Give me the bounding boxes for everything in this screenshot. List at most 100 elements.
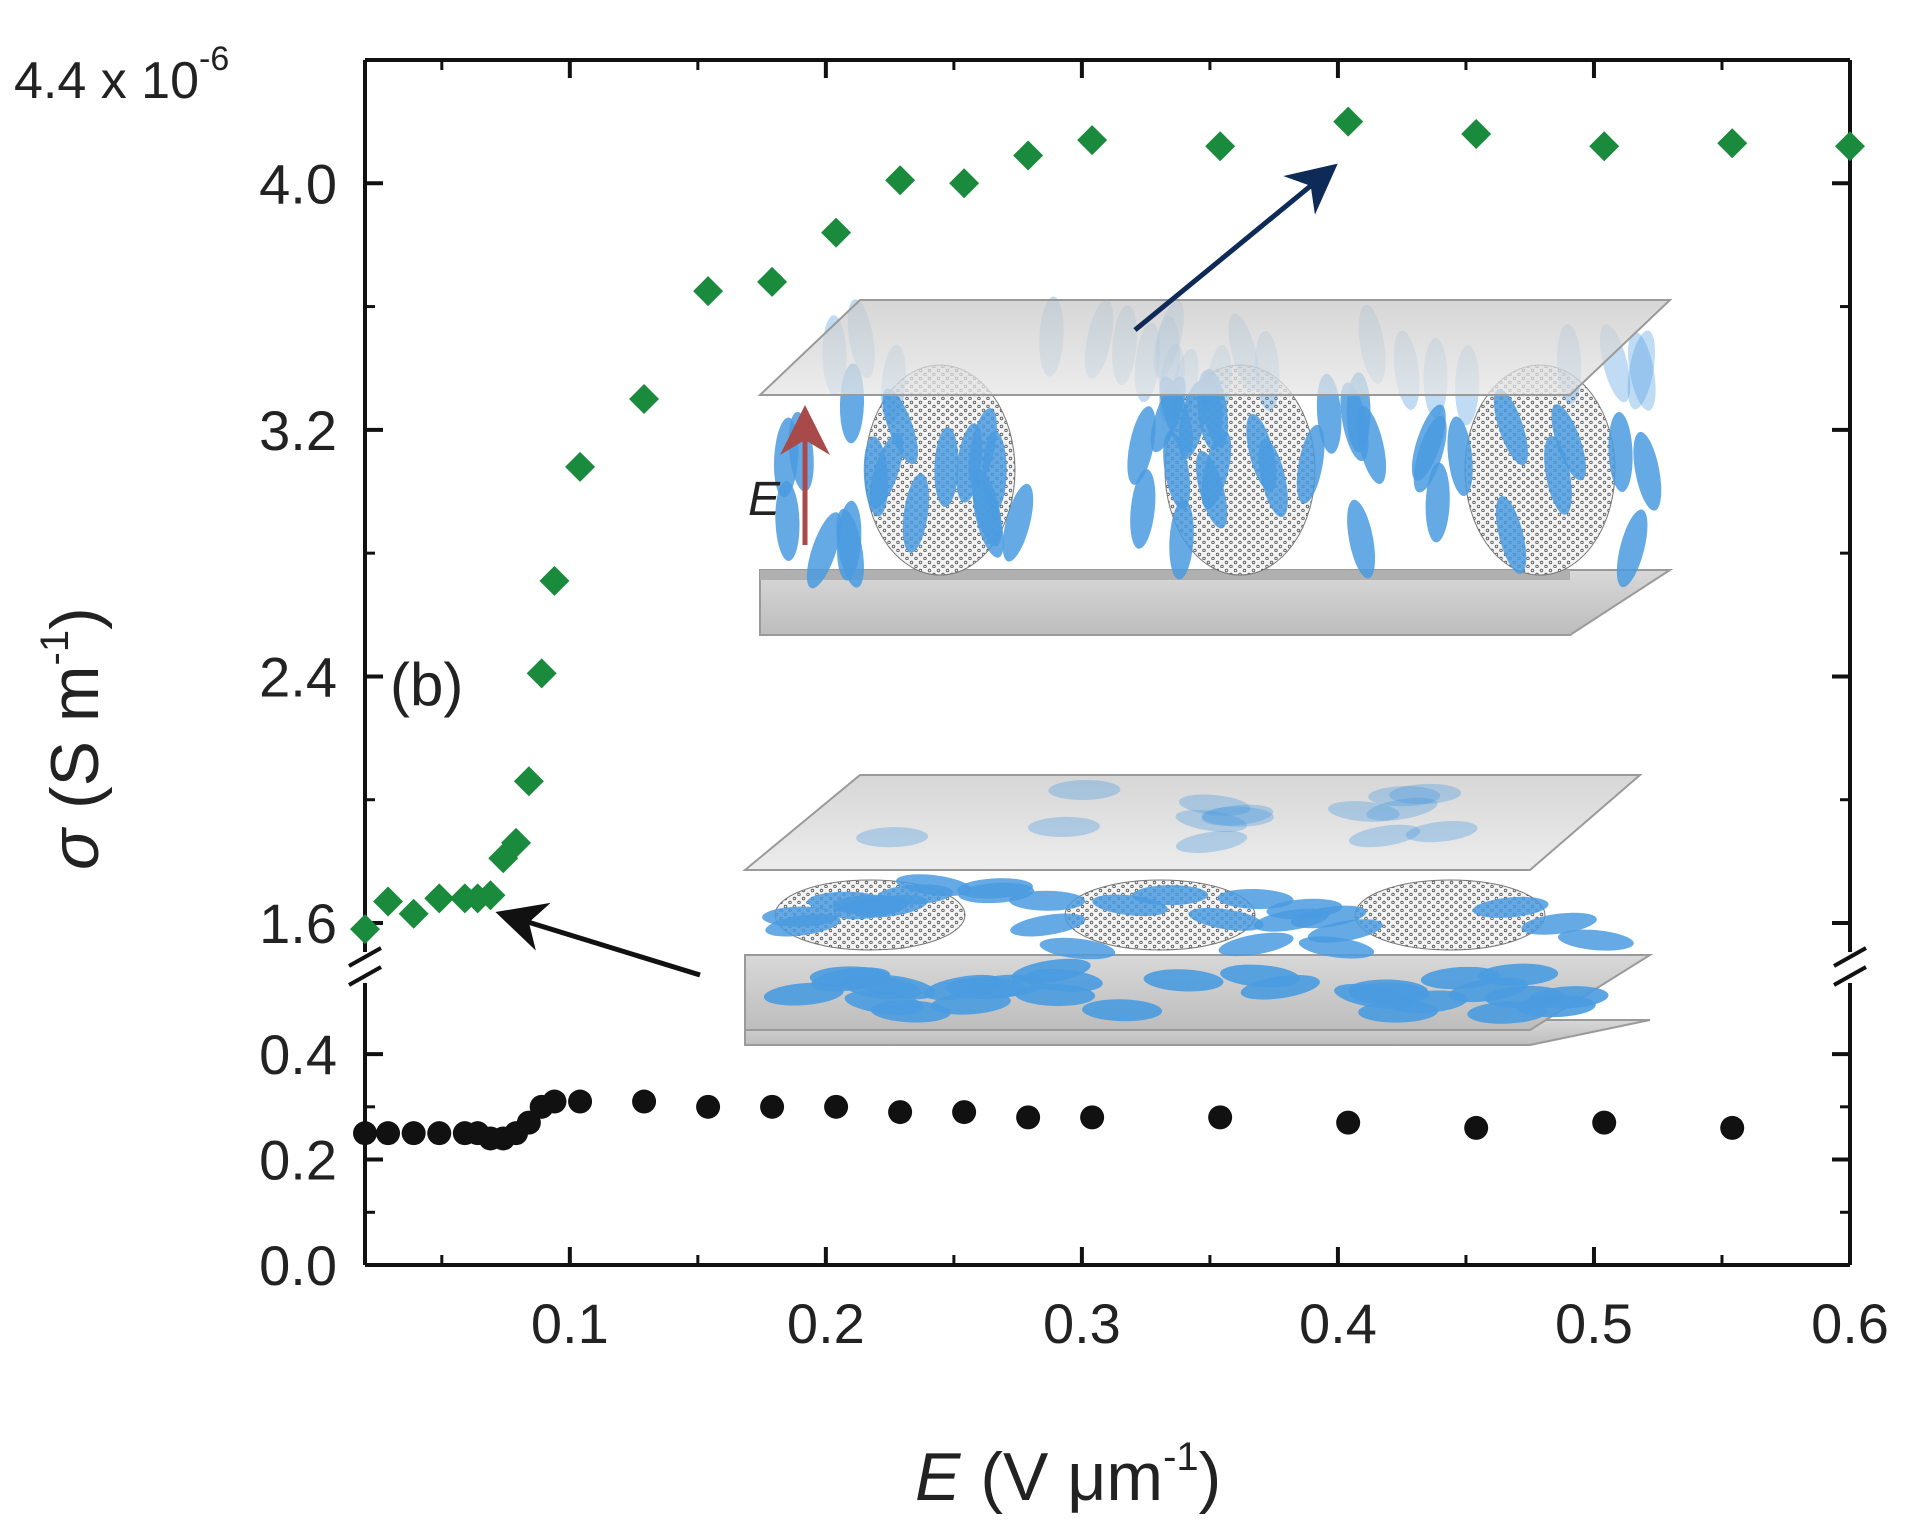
x-tick-label: 0.1 [531, 1292, 609, 1355]
data-point-diamond [424, 883, 455, 914]
lc-molecule [775, 481, 800, 561]
lc-molecule [1127, 406, 1156, 485]
lc-molecule [1201, 431, 1232, 510]
axis-break-mark [348, 965, 382, 987]
panel-label: (b) [390, 651, 463, 718]
axis-break-mark [348, 946, 382, 968]
y-axis-title: σ(S m-1) [33, 607, 113, 870]
lc-molecule [934, 427, 959, 508]
y-tick-label-upper: 1.6 [259, 892, 337, 955]
lc-molecule [1201, 806, 1274, 827]
data-point-diamond [526, 658, 557, 689]
lc-molecule [863, 436, 889, 517]
electrode-top-plate [742, 774, 1643, 871]
data-point-circle [353, 1121, 377, 1146]
lc-molecule [1368, 786, 1441, 807]
x-axis-title: E (V μm-1) [915, 1435, 1221, 1515]
x-tick-label: 0.5 [1555, 1292, 1633, 1355]
x-tick-label: 0.4 [1299, 1292, 1377, 1355]
data-point-diamond [885, 165, 916, 196]
lc-molecule [1448, 977, 1529, 1003]
data-point-circle [376, 1121, 401, 1146]
y-tick-label-upper: 2.4 [259, 645, 337, 708]
lc-molecule [958, 882, 1035, 904]
data-point-diamond [373, 886, 404, 917]
lc-molecule [1218, 932, 1294, 957]
lc-molecule [1010, 913, 1086, 937]
y-tick-label-lower: 0.0 [259, 1234, 337, 1297]
lc-molecule [972, 480, 1004, 558]
axis-tick-labels: 0.1 0.2 0.3 0.4 0.5 0.6 1.6 2.4 3.2 4.0 0.0 0.2 0.4 [259, 152, 1889, 1355]
x-tick-label: 0.2 [787, 1292, 865, 1355]
data-point-diamond [1461, 118, 1492, 149]
lc-molecule [1217, 888, 1294, 910]
data-point-circle [1208, 1105, 1233, 1130]
data-point-circle [1464, 1115, 1489, 1140]
data-point-circle [760, 1094, 785, 1119]
axis-break-mark [1833, 965, 1867, 987]
lc-molecule [852, 895, 928, 918]
data-point-diamond [629, 384, 660, 415]
lc-molecule [1493, 388, 1528, 466]
lc-molecule [1633, 431, 1662, 511]
lc-molecule [1266, 898, 1343, 920]
y-tick-label-lower: 0.2 [259, 1129, 337, 1192]
lc-molecule [1092, 894, 1168, 917]
lc-molecule [1143, 969, 1224, 992]
data-point-circle [888, 1100, 913, 1125]
lc-molecule [1039, 937, 1116, 960]
data-point-circle [952, 1100, 977, 1125]
data-point-diamond [1717, 128, 1748, 159]
lc-molecule [1608, 412, 1633, 492]
lc-molecule [1002, 483, 1034, 562]
data-point-circle [568, 1089, 593, 1114]
lc-molecule [806, 512, 842, 589]
axis-break-mark [1833, 946, 1867, 968]
lc-molecule [1495, 496, 1527, 574]
lc-molecule [882, 388, 918, 465]
y-tick-label-lower: 0.4 [259, 1023, 337, 1086]
svg-text:σ(S m-1): σ(S m-1) [33, 607, 113, 870]
data-point-circle [401, 1121, 426, 1146]
lc-molecule [1130, 469, 1156, 549]
lc-molecule [902, 473, 930, 553]
lc-molecule [1082, 999, 1163, 1022]
data-point-diamond [539, 565, 570, 596]
lc-molecule [1349, 982, 1430, 1005]
data-point-diamond [821, 217, 852, 248]
lc-molecule [1027, 816, 1100, 837]
data-point-diamond [1013, 140, 1044, 171]
lc-molecule [1347, 499, 1376, 579]
field-label: E [748, 473, 781, 526]
y-tick-label-upper: 3.2 [259, 399, 337, 462]
lc-molecule [1296, 424, 1325, 504]
lc-molecule [1551, 404, 1586, 481]
lc-molecule [765, 914, 841, 937]
lc-molecule [1528, 986, 1609, 1009]
data-point-diamond [1205, 131, 1236, 162]
data-point-diamond [501, 827, 532, 858]
data-point-diamond [475, 880, 506, 911]
lc-molecule [1413, 415, 1447, 493]
data-point-diamond [1835, 131, 1865, 162]
lc-molecule [1307, 919, 1383, 943]
data-point-circle [824, 1094, 849, 1119]
data-point-circle [1720, 1115, 1745, 1140]
lc-molecule [1048, 779, 1121, 801]
series-black-circles [353, 1089, 1745, 1151]
y-multiplier: 4.4 x 10-6 [14, 40, 229, 110]
lc-molecule [836, 508, 864, 588]
x-tick-label: 0.6 [1811, 1292, 1889, 1355]
lc-molecule [1557, 929, 1634, 951]
lc-molecule [1627, 331, 1656, 411]
data-point-diamond [1077, 125, 1108, 156]
arrow-to-high-state [1133, 163, 1338, 332]
series-green-diamonds [350, 106, 1865, 945]
lc-molecule [856, 827, 929, 848]
lc-molecule [1358, 1000, 1439, 1023]
data-point-circle [696, 1094, 721, 1119]
lc-molecule [1175, 809, 1247, 833]
data-point-circle [542, 1089, 567, 1114]
data-point-diamond [693, 276, 724, 307]
